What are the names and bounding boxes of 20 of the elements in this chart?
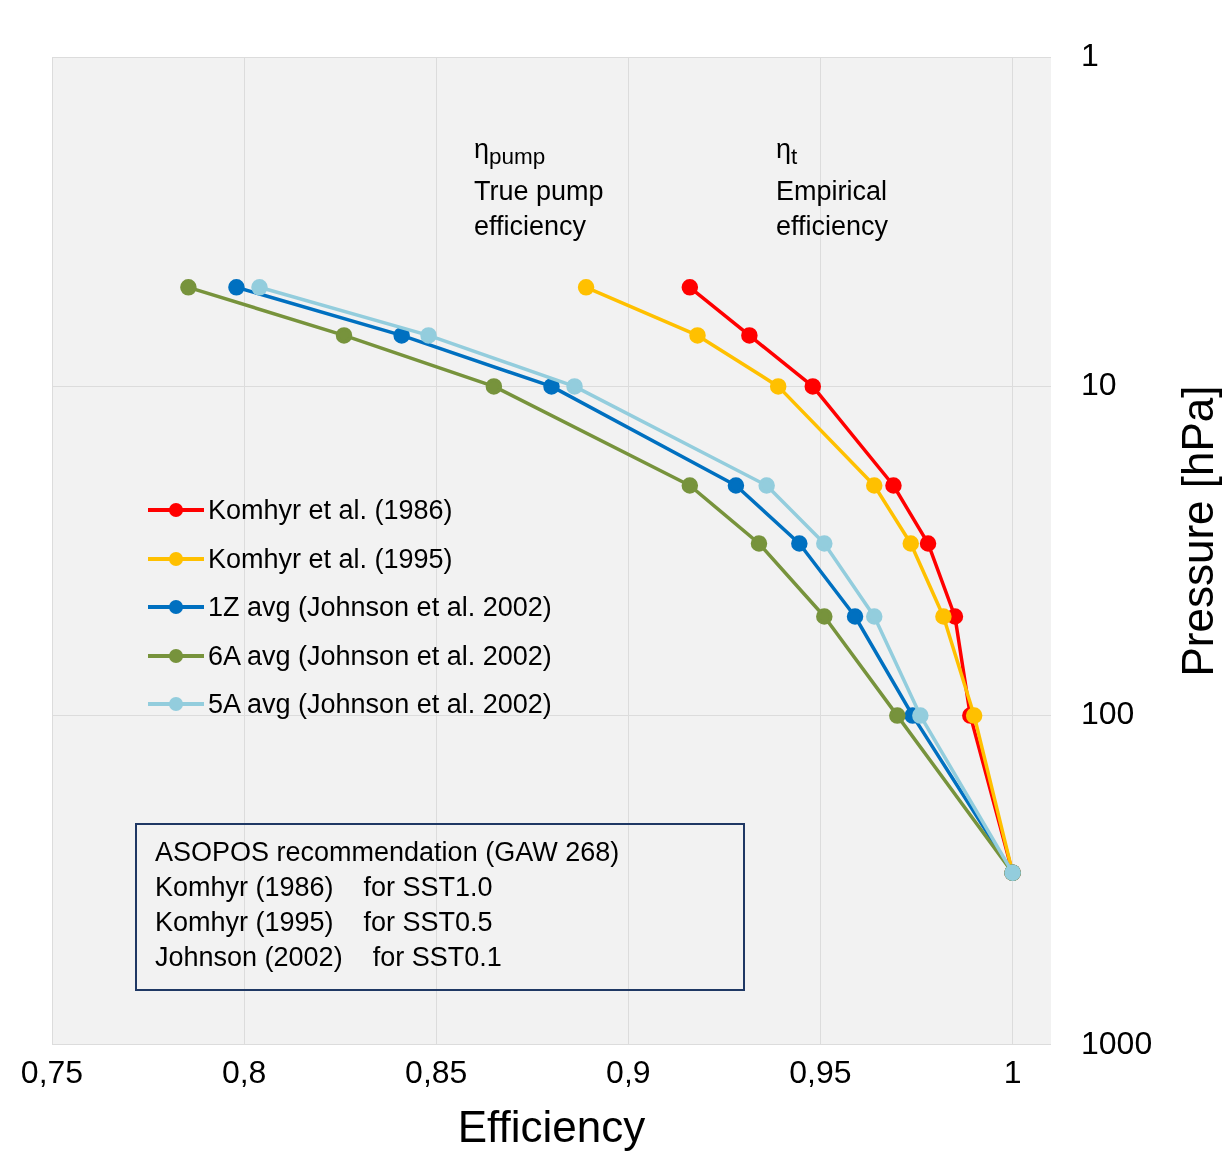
x-tick-label: 0,75 xyxy=(20,1053,84,1090)
legend-label: 6A avg (Johnson et al. 2002) xyxy=(208,639,552,673)
y-axis-title: Pressure [hPa] xyxy=(1173,385,1223,677)
y-tick-label: 10 xyxy=(1081,366,1117,403)
annotation: η$_{t}$ Empirical efficiency xyxy=(776,133,889,244)
y-tick-label: 100 xyxy=(1081,695,1135,732)
legend-label: 5A avg (Johnson et al. 2002) xyxy=(208,688,552,721)
legend-label: Komhyr et al. (1986) xyxy=(208,494,453,527)
annotation: η$_{pump}$ True pump efficiency xyxy=(474,133,604,244)
y-tick-label: 1000 xyxy=(1081,1024,1153,1061)
x-tick-label: 0,85 xyxy=(405,1053,468,1090)
x-tick-label: 1 xyxy=(1003,1053,1022,1090)
x-axis-title: Efficiency xyxy=(457,1101,646,1151)
x-tick-label: 0,95 xyxy=(789,1053,852,1090)
x-tick-label: 0,8 xyxy=(221,1053,267,1090)
legend-label: Komhyr et al. (1995) xyxy=(208,542,453,576)
x-tick-label: 0,9 xyxy=(606,1053,651,1090)
annotation: ASOPOS recommendation (GAW 268) Komhyr (1986) for SST1.0 Komhyr (1995) for SST0.5 Johnson (2002) for SST0.1 xyxy=(135,823,745,991)
legend-label: 1Z avg (Johnson et al. 2002) xyxy=(208,591,552,624)
y-tick-label: 1 xyxy=(1081,37,1099,74)
